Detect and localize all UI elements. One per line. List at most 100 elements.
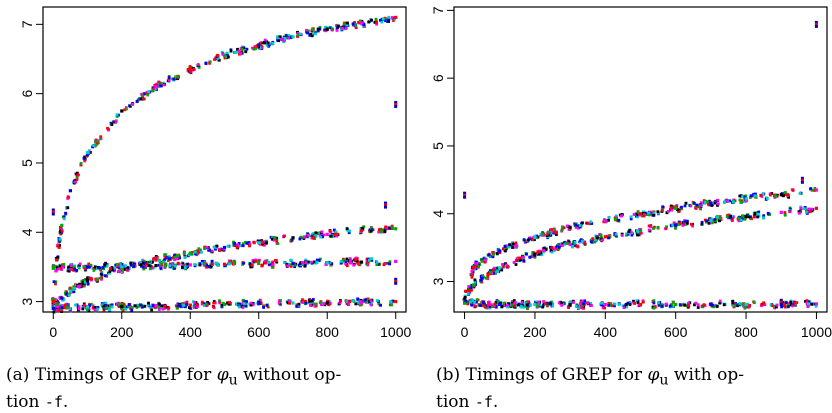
data-point xyxy=(594,238,598,242)
data-point xyxy=(205,265,209,269)
data-point xyxy=(276,242,280,245)
chart-b-plot-frame xyxy=(453,6,828,313)
data-point xyxy=(387,18,391,21)
data-point xyxy=(215,244,219,248)
outlier-point-0 xyxy=(394,101,398,104)
data-point xyxy=(472,303,476,307)
chart-b-marks xyxy=(462,20,818,311)
data-point xyxy=(774,194,777,198)
data-point xyxy=(625,232,628,236)
data-point xyxy=(254,260,258,263)
data-point xyxy=(67,265,71,269)
data-point xyxy=(102,304,106,308)
data-point xyxy=(141,261,145,265)
data-point xyxy=(260,44,263,48)
data-point xyxy=(586,301,590,305)
data-point xyxy=(131,102,135,106)
data-point xyxy=(203,262,207,266)
data-point xyxy=(636,215,639,219)
series-1-point-1 xyxy=(471,266,475,270)
data-point xyxy=(229,49,233,53)
data-point xyxy=(249,265,253,269)
data-point xyxy=(236,47,239,51)
data-point xyxy=(652,227,655,230)
data-point xyxy=(93,306,97,309)
data-point xyxy=(515,259,518,262)
data-point xyxy=(652,211,656,215)
data-point xyxy=(183,253,186,257)
data-point xyxy=(606,234,610,238)
data-point xyxy=(266,305,270,309)
data-point xyxy=(590,222,594,225)
data-point xyxy=(375,263,379,266)
data-point xyxy=(491,305,495,308)
data-point xyxy=(136,303,140,307)
data-point xyxy=(575,244,579,248)
data-point xyxy=(567,240,571,244)
data-point xyxy=(241,242,245,246)
data-point xyxy=(283,234,286,238)
data-point xyxy=(147,90,151,93)
data-point xyxy=(265,44,269,47)
data-point xyxy=(308,300,312,304)
data-point xyxy=(783,305,787,309)
chart-a-plot-frame xyxy=(42,6,407,313)
caption-a-subscript: u xyxy=(228,372,238,389)
data-point xyxy=(64,211,68,215)
caption-a-line1: (a) Timings of GREP for φu without op- xyxy=(6,364,411,391)
data-point xyxy=(634,212,638,216)
data-point xyxy=(636,233,639,237)
data-point xyxy=(127,304,130,308)
data-point xyxy=(73,287,76,290)
data-point xyxy=(60,310,63,313)
data-point xyxy=(719,217,723,220)
series-4-point-3 xyxy=(154,304,158,308)
data-point xyxy=(716,215,719,219)
data-point xyxy=(184,305,187,309)
data-point xyxy=(140,92,143,96)
data-point xyxy=(130,308,134,312)
data-point xyxy=(163,253,167,256)
data-point xyxy=(483,260,487,264)
series-1-points xyxy=(462,187,818,304)
data-point xyxy=(617,303,621,306)
data-point xyxy=(318,233,322,237)
chart-a-marks xyxy=(50,15,398,314)
data-point xyxy=(563,242,567,246)
data-point xyxy=(160,82,164,85)
series-2-point-8 xyxy=(222,245,227,250)
chart-a-axes: 0 200 400 600 800 1000 3 4 5 6 7 xyxy=(19,20,412,340)
data-point xyxy=(81,307,85,311)
data-point xyxy=(66,197,70,200)
data-point xyxy=(197,66,201,69)
data-point xyxy=(183,266,187,270)
data-point xyxy=(59,225,62,229)
data-point xyxy=(205,246,209,249)
series-1-point-11 xyxy=(325,27,329,31)
data-point xyxy=(60,306,64,309)
data-point xyxy=(716,198,720,202)
data-point xyxy=(271,41,275,45)
data-point xyxy=(581,304,584,307)
data-point xyxy=(700,220,704,224)
data-point xyxy=(771,304,775,308)
data-point xyxy=(257,45,260,49)
x-tick-label: 800 xyxy=(316,324,340,340)
data-point xyxy=(176,77,179,81)
data-point xyxy=(183,256,187,259)
data-point xyxy=(271,263,275,267)
data-point xyxy=(198,263,202,267)
data-point xyxy=(494,305,498,308)
data-point xyxy=(172,266,176,269)
data-point xyxy=(214,261,218,265)
data-point xyxy=(489,303,493,306)
data-point xyxy=(344,26,348,30)
data-point xyxy=(318,25,322,29)
series-1-point-2 xyxy=(60,223,64,227)
data-point xyxy=(155,83,159,86)
data-point xyxy=(560,301,564,305)
data-point xyxy=(329,234,333,238)
data-point xyxy=(734,302,737,306)
data-point xyxy=(86,153,89,157)
series-2-point-1 xyxy=(471,283,475,287)
